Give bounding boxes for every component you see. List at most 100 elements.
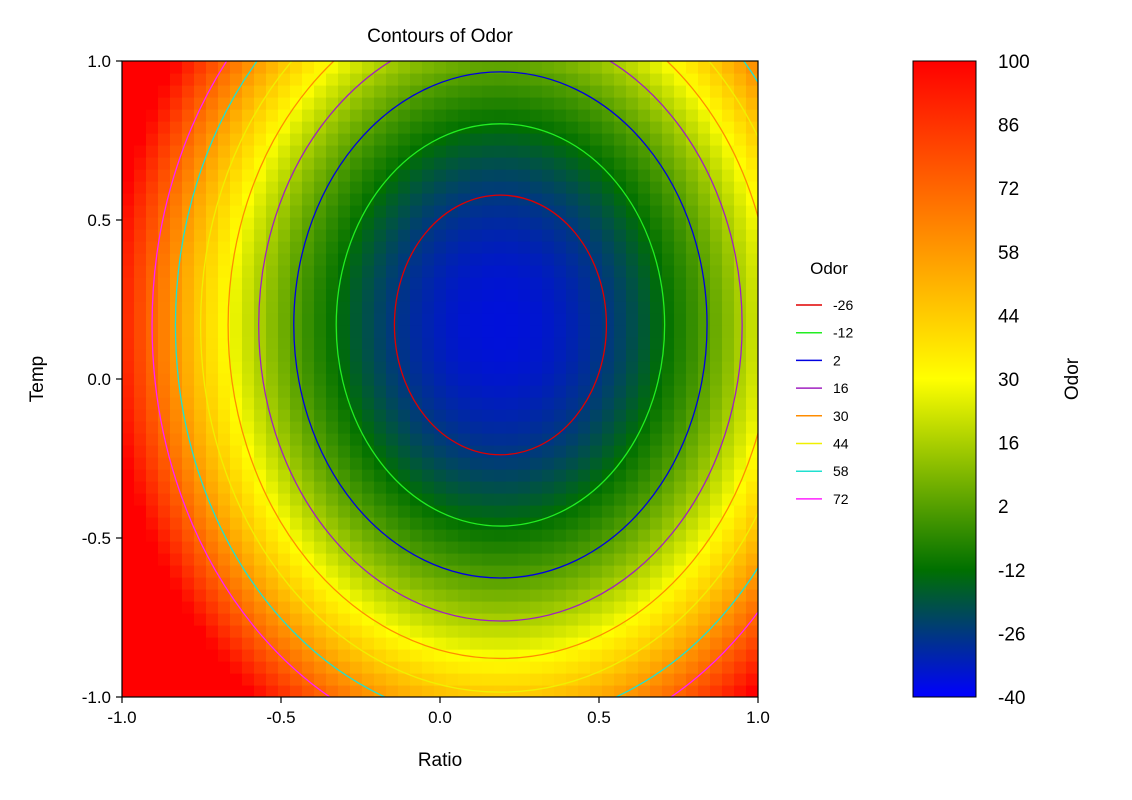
heatmap-cell: [698, 685, 711, 697]
heatmap-cell: [194, 193, 207, 206]
legend-label: 72: [833, 491, 849, 507]
heatmap-cell: [494, 85, 507, 98]
heatmap-cell: [530, 541, 543, 554]
heatmap-cell: [338, 433, 351, 446]
heatmap-cell: [446, 337, 459, 350]
heatmap-cell: [530, 685, 543, 697]
heatmap-cell: [266, 589, 279, 602]
heatmap-cell: [554, 301, 567, 314]
heatmap-cell: [722, 301, 735, 314]
heatmap-cell: [614, 553, 627, 566]
heatmap-cell: [554, 325, 567, 338]
heatmap-cell: [134, 637, 147, 650]
heatmap-cell: [458, 685, 471, 697]
heatmap-cell: [578, 409, 591, 422]
heatmap-cell: [266, 661, 279, 674]
heatmap-cell: [410, 109, 423, 122]
heatmap-cell: [566, 661, 579, 674]
heatmap-cell: [578, 193, 591, 206]
heatmap-cell: [302, 637, 315, 650]
heatmap-cell: [590, 577, 603, 590]
heatmap-cell: [446, 157, 459, 170]
heatmap-cell: [530, 481, 543, 494]
heatmap-cell: [674, 505, 687, 518]
heatmap-cell: [134, 133, 147, 146]
heatmap-cell: [482, 301, 495, 314]
heatmap-cell: [362, 361, 375, 374]
heatmap-cell: [146, 361, 159, 374]
heatmap-cell: [266, 565, 279, 578]
heatmap-cell: [410, 61, 423, 74]
heatmap-cell: [470, 625, 483, 638]
heatmap-cell: [746, 253, 758, 266]
heatmap-cell: [734, 121, 747, 134]
heatmap-cell: [614, 229, 627, 242]
heatmap-cell: [626, 181, 639, 194]
heatmap-cell: [398, 433, 411, 446]
heatmap-cell: [446, 481, 459, 494]
heatmap-cell: [638, 373, 651, 386]
heatmap-cell: [314, 73, 327, 86]
heatmap-cell: [218, 289, 231, 302]
heatmap-cell: [458, 361, 471, 374]
heatmap-cell: [290, 553, 303, 566]
heatmap-cell: [710, 685, 723, 697]
heatmap-cell: [434, 421, 447, 434]
heatmap-cell: [710, 253, 723, 266]
heatmap-cell: [518, 649, 531, 662]
heatmap-cell: [326, 445, 339, 458]
heatmap-cell: [578, 433, 591, 446]
heatmap-cell: [590, 589, 603, 602]
heatmap-cell: [170, 217, 183, 230]
heatmap-cell: [494, 349, 507, 362]
heatmap-cell: [542, 349, 555, 362]
heatmap-cell: [566, 517, 579, 530]
heatmap-cell: [602, 121, 615, 134]
heatmap-cell: [650, 301, 663, 314]
heatmap-cell: [326, 325, 339, 338]
heatmap-cell: [518, 325, 531, 338]
heatmap-cell: [566, 445, 579, 458]
heatmap-cell: [362, 181, 375, 194]
heatmap-cell: [422, 169, 435, 182]
heatmap-cell: [566, 469, 579, 482]
heatmap-cell: [590, 241, 603, 254]
heatmap-cell: [158, 529, 171, 542]
heatmap-cell: [542, 277, 555, 290]
heatmap-cell: [338, 373, 351, 386]
heatmap-cell: [638, 457, 651, 470]
heatmap-cell: [446, 385, 459, 398]
heatmap-cell: [602, 457, 615, 470]
heatmap-cell: [278, 553, 291, 566]
heatmap-cell: [194, 541, 207, 554]
heatmap-cell: [242, 553, 255, 566]
heatmap-cell: [686, 649, 699, 662]
heatmap-cell: [146, 277, 159, 290]
heatmap-cell: [254, 625, 267, 638]
heatmap-cell: [506, 253, 519, 266]
contour-line: [174, 61, 758, 697]
heatmap-cell: [362, 601, 375, 614]
heatmap-cell: [662, 565, 675, 578]
heatmap-cell: [698, 61, 711, 74]
heatmap-cell: [686, 181, 699, 194]
heatmap-cell: [386, 121, 399, 134]
heatmap-cell: [314, 337, 327, 350]
heatmap-cell: [626, 253, 639, 266]
heatmap-cell: [134, 385, 147, 398]
heatmap-cell: [554, 85, 567, 98]
heatmap-cell: [650, 145, 663, 158]
heatmap-cell: [566, 397, 579, 410]
heatmap-cell: [746, 361, 758, 374]
heatmap-cell: [278, 265, 291, 278]
heatmap-cell: [182, 661, 195, 674]
heatmap-cell: [350, 97, 363, 110]
heatmap-cell: [314, 169, 327, 182]
heatmap-cell: [602, 313, 615, 326]
heatmap-cell: [446, 373, 459, 386]
heatmap-cell: [650, 289, 663, 302]
heatmap-cell: [602, 445, 615, 458]
heatmap-cell: [518, 481, 531, 494]
heatmap-cell: [242, 505, 255, 518]
heatmap-cell: [686, 289, 699, 302]
